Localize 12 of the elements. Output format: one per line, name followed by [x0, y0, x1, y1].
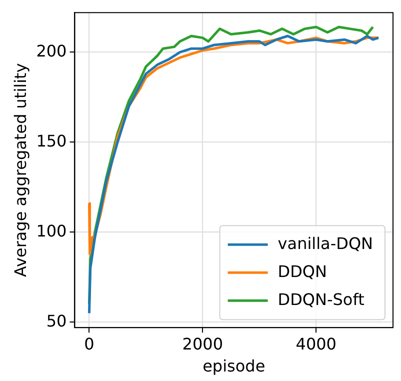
y-axis-title: Average aggregated utility — [10, 63, 30, 277]
y-tick-label: 100 — [36, 221, 67, 240]
x-tick-label: 2000 — [182, 334, 224, 354]
legend-label: DDQN-Soft — [278, 290, 364, 309]
x-tick-label: 4000 — [296, 334, 336, 354]
x-axis-title: episode — [202, 356, 266, 376]
y-tick-label: 200 — [36, 41, 67, 60]
legend-label: vanilla-DQN — [278, 234, 374, 253]
legend-label: DDQN — [278, 262, 327, 281]
y-tick-label: 150 — [36, 131, 67, 150]
x-tick-label: 0 — [84, 334, 94, 354]
y-tick-label: 50 — [46, 311, 67, 330]
